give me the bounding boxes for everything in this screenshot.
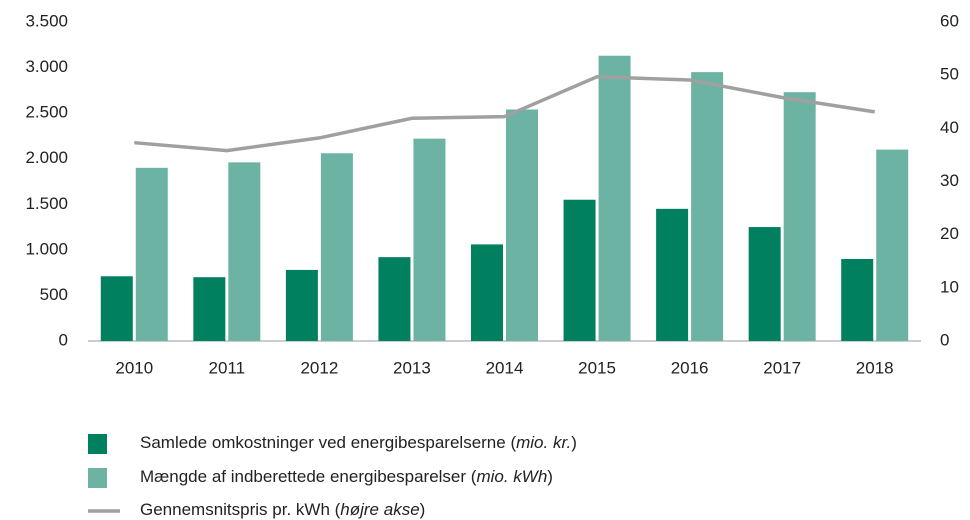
bar (378, 257, 411, 341)
y2-tick-label: 20 (940, 224, 959, 243)
bar (413, 138, 446, 341)
x-tick-label: 2017 (763, 358, 801, 377)
bar (563, 199, 596, 341)
legend-label: Samlede omkostninger ved energibesparels… (140, 433, 577, 452)
x-tick-label: 2015 (578, 358, 616, 377)
bar (748, 227, 781, 341)
bar (656, 208, 689, 341)
y-tick-label: 2.500 (25, 103, 68, 122)
y-tick-label: 3.000 (25, 57, 68, 76)
bar (193, 277, 226, 341)
bar (598, 55, 631, 341)
x-tick-label: 2016 (671, 358, 709, 377)
bar (876, 149, 909, 341)
y-tick-label: 1.500 (25, 194, 68, 213)
bar (471, 244, 503, 341)
y2-tick-label: 10 (940, 277, 959, 296)
bar (691, 72, 724, 341)
bar (228, 162, 261, 341)
y-tick-label: 2.000 (25, 148, 68, 167)
x-tick-label: 2010 (115, 358, 153, 377)
x-tick-label: 2014 (486, 358, 524, 377)
legend-label: Mængde af indberettede energibesparelser… (140, 467, 553, 486)
x-tick-label: 2013 (393, 358, 431, 377)
bar (506, 109, 538, 341)
y2-tick-label: 40 (940, 118, 959, 137)
y2-tick-label: 30 (940, 171, 959, 190)
legend-swatch (88, 434, 107, 454)
x-tick-label: 2012 (300, 358, 338, 377)
bar (320, 153, 353, 341)
bar (783, 92, 816, 342)
y-tick-label: 3.500 (25, 11, 68, 30)
y-tick-label: 500 (40, 285, 68, 304)
x-tick-label: 2018 (856, 358, 894, 377)
y2-tick-label: 50 (940, 65, 959, 84)
x-tick-label: 2011 (209, 358, 246, 377)
legend-swatch (88, 468, 107, 488)
bar (100, 276, 133, 341)
bar (285, 269, 318, 341)
bar (841, 258, 874, 341)
y2-tick-label: 0 (940, 330, 949, 349)
y-tick-label: 0 (59, 330, 68, 349)
line (134, 74, 875, 153)
legend-label: Gennemsnitspris pr. kWh (højre akse) (140, 500, 425, 519)
y-tick-label: 1.000 (25, 239, 68, 258)
y2-tick-label: 60 (940, 11, 959, 30)
bar (135, 167, 168, 341)
